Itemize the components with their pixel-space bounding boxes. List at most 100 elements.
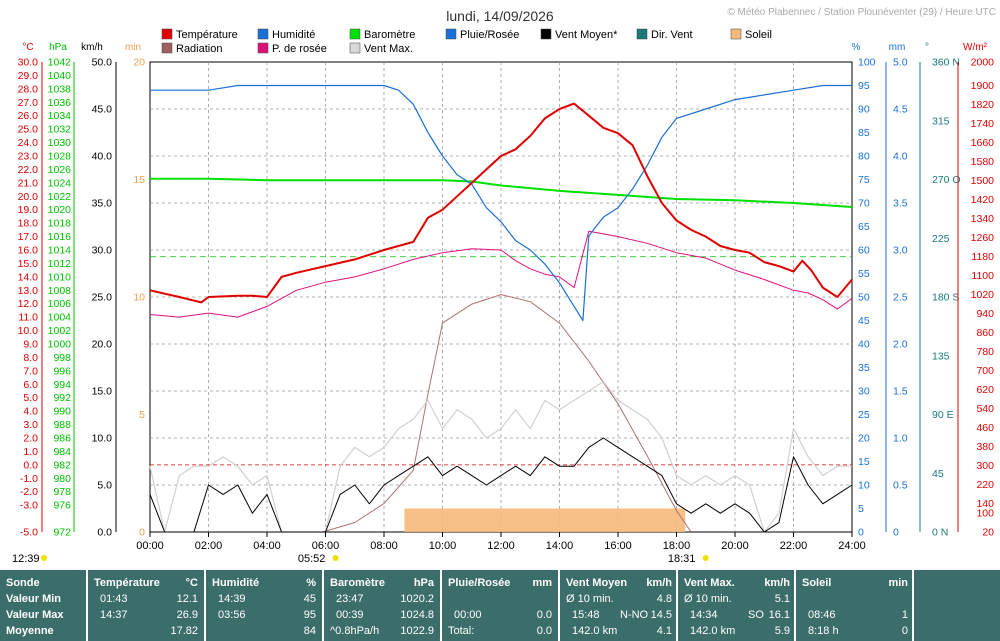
tick-hum: 40	[858, 339, 870, 351]
axis-units: °C hPa km/h min% mm ° W/m²	[22, 42, 987, 53]
tick-temp: 27.0	[18, 97, 39, 109]
tick-wind: 5.0	[97, 480, 112, 492]
legend-swatch	[349, 42, 361, 54]
tick-wind: 40.0	[92, 151, 113, 163]
tick-baro: 994	[53, 379, 71, 391]
legend-label: Baromètre	[364, 29, 415, 41]
legend-swatch	[161, 42, 173, 54]
tick-rad: 100	[976, 508, 994, 520]
tick-temp: 8.0	[23, 352, 38, 364]
summary-wind-avg: Vent Moyen km/h Ø 10 min. 4.8 15:48 N-NO…	[566, 570, 674, 641]
summary-hum: Humidité % 14:39 45 03:56 95 84	[212, 570, 320, 641]
tick-wind: 35.0	[92, 198, 113, 210]
tick-baro: 1038	[48, 83, 72, 95]
sunrise-icon	[332, 555, 339, 561]
wavg-min-value: 4.8	[656, 593, 672, 605]
tick-rain: 2.5	[893, 292, 908, 304]
legend-swatch	[161, 28, 173, 40]
tick-baro: 1002	[48, 325, 72, 337]
x-tick-label: 22:00	[780, 540, 808, 552]
row-label-min: Valeur Min	[6, 593, 62, 605]
x-tick-label: 16:00	[604, 540, 632, 552]
wavg-max-value: 14.5	[650, 609, 672, 621]
tick-temp: 23.0	[18, 151, 39, 163]
wmax-unit: km/h	[764, 577, 790, 589]
hum-max-value: 95	[303, 609, 316, 621]
tick-hum: 25	[858, 409, 870, 421]
temp-min-value: 12.1	[176, 593, 198, 605]
rain-header: Pluie/Rosée	[448, 577, 511, 589]
tick-temp: -2.0	[20, 486, 38, 498]
tick-hum: 15	[858, 456, 870, 468]
rain-total-label: Total:	[448, 625, 475, 637]
sun-max-time: 08:46	[808, 609, 836, 621]
tick-temp: -1.0	[20, 473, 38, 485]
series-p-de-ros-e-line	[149, 230, 853, 318]
tick-temp: 14.0	[18, 271, 39, 283]
x-tick-label: 12:00	[487, 540, 515, 552]
tick-hum: 45	[858, 315, 870, 327]
x-tick-label: 14:00	[546, 540, 574, 552]
sun-unit: min	[888, 577, 908, 589]
tick-temp: 0.0	[23, 459, 38, 471]
tick-temp: 1.0	[23, 446, 38, 458]
tick-rain: 1.5	[893, 386, 908, 398]
x-tick-label: 02:00	[195, 540, 223, 552]
legend-swatch	[257, 28, 269, 40]
axes: 30.029.028.027.026.025.024.023.022.021.0…	[18, 57, 995, 539]
unit-wind: km/h	[81, 42, 103, 53]
tick-baro: 1004	[48, 312, 72, 324]
x-tick-label: 06:00	[312, 540, 340, 552]
wmax-header: Vent Max.	[684, 577, 735, 589]
unit-baro: hPa	[49, 42, 67, 53]
temp-max-time: 14:37	[100, 609, 128, 621]
wavg-average: 4.1	[656, 625, 672, 637]
summary-table: Sonde Valeur Min Valeur Max Moyenne Temp…	[0, 570, 1000, 641]
baro-average: 1022.9	[400, 625, 434, 637]
tick-rad: 1260	[971, 232, 995, 244]
legend-label: Radiation	[176, 43, 222, 55]
tick-temp: 20.0	[18, 191, 39, 203]
tick-rad: 860	[976, 327, 994, 339]
tick-rad: 1660	[971, 137, 995, 149]
wavg-max-dir: N-NO	[620, 609, 649, 621]
tick-sun: 0	[139, 527, 145, 539]
baro-max-value: 1024.8	[400, 609, 434, 621]
x-tick-label: 24:00	[838, 540, 866, 552]
wavg-distance: 142.0 km	[572, 625, 618, 637]
legend-label: P. de rosée	[272, 43, 327, 55]
credit-text: © Météo Plabennec / Station Plounéventer…	[727, 7, 996, 18]
tick-wind: 20.0	[92, 339, 113, 351]
baro-min-value: 1020.2	[400, 593, 434, 605]
tick-rain: 4.0	[893, 151, 908, 163]
tick-temp: 30.0	[18, 57, 39, 69]
tick-rad: 1500	[971, 175, 995, 187]
x-tick-label: 18:00	[663, 540, 691, 552]
tick-baro: 978	[53, 486, 71, 498]
tick-rad: 380	[976, 441, 994, 453]
x-tick-label: 00:00	[136, 540, 164, 552]
tick-temp: 5.0	[23, 392, 38, 404]
sun-header: Soleil	[802, 577, 832, 589]
tick-rad: 140	[976, 498, 994, 510]
tick-baro: 1012	[48, 258, 72, 270]
tick-hum: 0	[858, 527, 864, 539]
temp-min-time: 01:43	[100, 593, 128, 605]
tick-rain: 4.5	[893, 104, 908, 116]
tick-baro: 1024	[48, 177, 72, 189]
tick-baro: 998	[53, 352, 71, 364]
wmax-max-time: 14:34	[690, 609, 718, 621]
tick-baro: 1042	[48, 57, 72, 69]
tick-temp: 22.0	[18, 164, 39, 176]
tick-rad: 460	[976, 422, 994, 434]
summary-sun: Soleil min 08:46 1 8:18 h 0	[802, 570, 910, 641]
series-vent-max-line	[149, 381, 852, 533]
tick-temp: 16.0	[18, 245, 39, 257]
tick-temp: 28.0	[18, 83, 39, 95]
tick-temp: 3.0	[23, 419, 38, 431]
tick-hum: 85	[858, 127, 870, 139]
tick-rad: 1340	[971, 213, 995, 225]
tick-baro: 1032	[48, 124, 72, 136]
temp-header: Température	[94, 577, 160, 589]
tick-dir: 270 O	[932, 174, 961, 186]
